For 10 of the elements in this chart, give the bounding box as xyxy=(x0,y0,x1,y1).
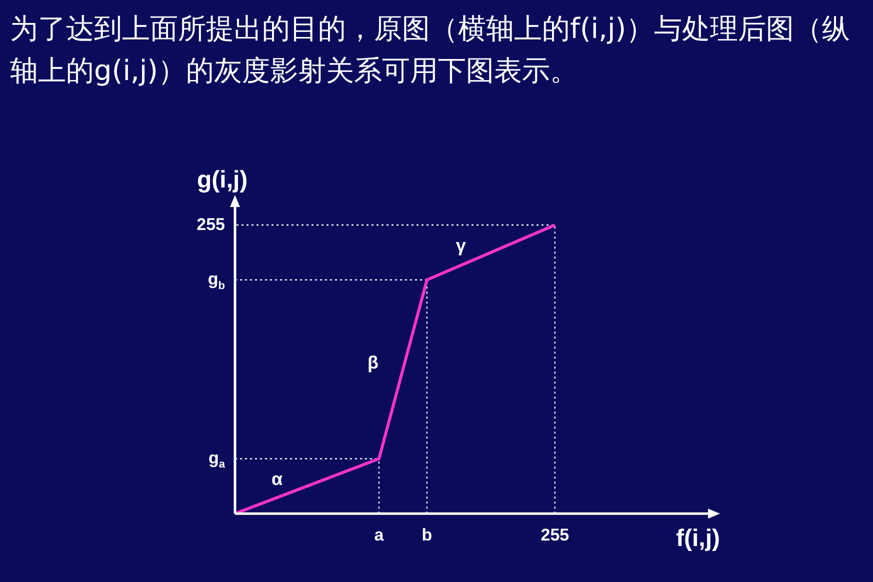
x-axis-title: f(i,j) xyxy=(676,525,720,552)
x-tick-label: a xyxy=(374,525,384,544)
text: 255 xyxy=(196,214,225,236)
x-tick-label: b xyxy=(422,525,432,544)
annotation: γ xyxy=(456,235,466,256)
chart-title: 为了达到上面所提出的目的，原图（横轴上的f(i,j)）与处理后图（纵轴上的g(i,j)）的灰度影射关系可用下图表示。 xyxy=(10,11,852,89)
annotation: β xyxy=(367,352,378,372)
annotation: α xyxy=(271,469,283,490)
x-tick-label: 255 xyxy=(540,525,570,544)
y-axis-title: g(i,j) xyxy=(197,166,248,194)
